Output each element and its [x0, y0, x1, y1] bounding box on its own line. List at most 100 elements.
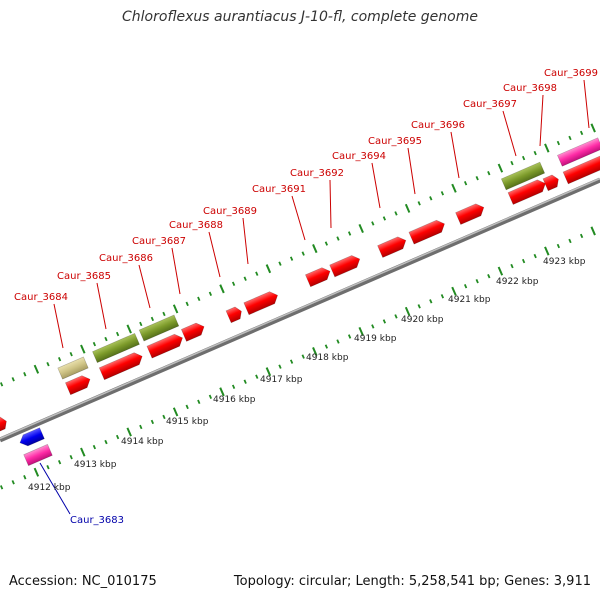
callout-line	[583, 79, 590, 129]
scale-label: 4922 kbp	[496, 277, 539, 287]
tick-mark	[510, 263, 514, 269]
cds-feature-shape	[305, 267, 331, 288]
tick-mark	[544, 246, 550, 256]
callout-line	[96, 282, 107, 330]
gene-callouts	[39, 79, 590, 515]
tick-mark	[172, 407, 179, 417]
tick-mark	[487, 170, 491, 176]
rrna-feature-shape	[500, 161, 546, 191]
scale-label: 4913 kbp	[74, 460, 117, 470]
gene-labels: Caur_3683 Caur_3684 Caur_3685 Caur_3686 Caur…	[14, 68, 598, 526]
tick-mark	[243, 379, 247, 384]
tick-mark	[556, 243, 561, 249]
tick-mark	[243, 276, 247, 281]
rrna-feature-shape	[92, 332, 140, 364]
tick-mark	[115, 434, 120, 440]
cds-feature-shape	[507, 179, 546, 205]
tick-mark	[463, 284, 468, 289]
callout-line	[450, 131, 460, 179]
tick-mark	[208, 291, 213, 297]
tick-mark	[115, 331, 120, 337]
tick-mark	[185, 404, 189, 410]
tick-mark	[69, 351, 73, 357]
cds-feature	[377, 236, 407, 258]
cds-feature	[562, 155, 600, 185]
tick-mark	[219, 387, 225, 397]
tick-mark	[0, 382, 4, 387]
tick-mark	[57, 459, 62, 465]
tick-mark	[33, 364, 40, 374]
cds-feature	[542, 174, 559, 192]
tick-mark	[440, 294, 445, 299]
scale-label: 4919 kbp	[354, 334, 397, 344]
gene-label: Caur_3685	[57, 271, 111, 282]
tick-mark	[590, 226, 596, 236]
cds-feature-shape	[542, 174, 559, 192]
tick-mark	[394, 211, 398, 216]
map-title: Chloroflexus aurantiacus J-10-fl, comple…	[122, 9, 478, 25]
tick-mark	[394, 314, 398, 319]
cds-feature-shape	[377, 236, 407, 258]
tick-mark	[568, 238, 572, 244]
cds-feature-shape	[562, 155, 600, 185]
scale-label: 4915 kbp	[166, 417, 209, 427]
gene-label: Caur_3686	[99, 253, 153, 264]
cds-feature	[243, 291, 278, 316]
tick-mark	[197, 399, 201, 405]
tick-mark	[404, 203, 411, 213]
tick-mark	[23, 475, 27, 480]
tick-mark	[429, 299, 433, 304]
tick-mark	[336, 236, 340, 241]
tick-mark	[104, 336, 108, 342]
tick-mark	[312, 347, 318, 357]
callout-line	[53, 303, 64, 349]
cds-feature	[98, 352, 143, 381]
tick-mark	[579, 130, 584, 136]
accession-text: Accession: NC_010175	[9, 574, 157, 589]
cds-feature-shape	[408, 219, 445, 245]
tick-mark	[265, 264, 272, 274]
tick-mark	[497, 163, 504, 173]
misc-feature	[57, 356, 89, 380]
tick-mark	[80, 447, 86, 457]
cds-feature	[225, 306, 242, 324]
scale-label: 4918 kbp	[306, 353, 349, 363]
scale-label: 4920 kbp	[401, 315, 444, 325]
tick-mark	[382, 216, 387, 221]
cds-feature-shape	[243, 291, 278, 316]
scale-label: 4916 kbp	[213, 395, 256, 405]
tick-mark	[126, 427, 132, 437]
callout-line	[171, 247, 181, 295]
callout-line	[539, 94, 544, 147]
tick-mark	[80, 344, 86, 354]
tick-mark	[533, 253, 537, 259]
tick-mark	[150, 419, 155, 425]
tick-mark	[371, 221, 375, 226]
gene-features[interactable]	[0, 137, 600, 467]
tick-mark	[371, 324, 375, 329]
tick-mark	[475, 279, 479, 284]
gene-label: Caur_3687	[132, 236, 186, 247]
scale-label: 4921 kbp	[448, 295, 491, 305]
callout-line	[291, 195, 306, 241]
tick-mark	[278, 364, 282, 369]
tick-mark	[451, 286, 457, 296]
tick-mark	[23, 372, 27, 377]
cds-feature	[329, 255, 361, 278]
callout-line	[39, 462, 71, 515]
tick-mark	[172, 304, 179, 314]
rrna-feature	[138, 314, 180, 342]
cds-feature-shape	[146, 333, 183, 359]
forward-strand-ticks	[0, 123, 596, 387]
tick-mark	[324, 344, 329, 349]
callout-line	[371, 162, 381, 209]
cds-feature-shape	[65, 375, 91, 396]
scale-ticks	[0, 226, 596, 490]
gene-label: Caur_3688	[169, 220, 223, 231]
tick-mark	[197, 296, 201, 302]
tick-mark	[46, 362, 50, 367]
gene-label: Caur_3698	[503, 83, 557, 94]
callout-line	[329, 179, 332, 229]
